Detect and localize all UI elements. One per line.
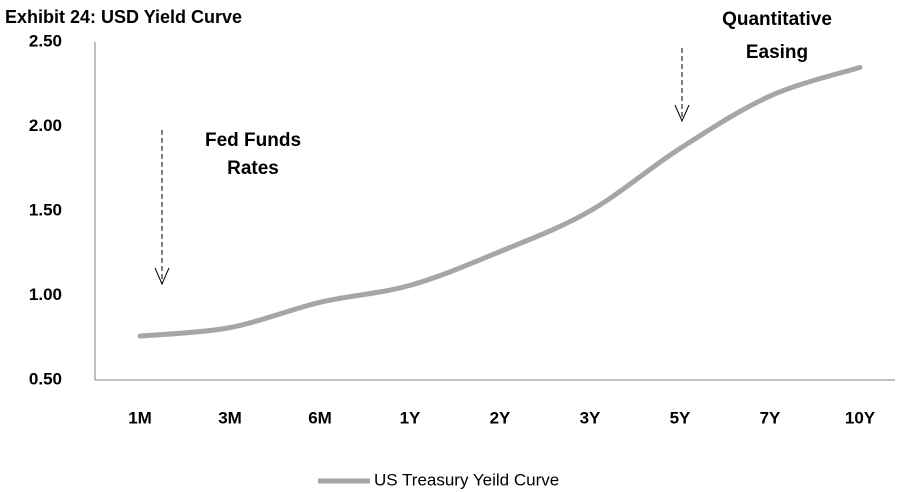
x-tick-label: 2Y <box>490 408 511 427</box>
x-tick-label: 5Y <box>670 408 691 427</box>
series-line <box>137 64 863 339</box>
y-tick-label: 0.50 <box>29 369 62 388</box>
legend-label: US Treasury Yeild Curve <box>374 470 559 489</box>
x-tick-label: 3Y <box>580 408 601 427</box>
x-tick-label: 6M <box>308 408 332 427</box>
y-tick-label: 1.00 <box>29 285 62 304</box>
chart-title: Exhibit 24: USD Yield Curve <box>5 7 242 27</box>
arrow-head <box>154 267 170 286</box>
x-tick-label: 3M <box>218 408 242 427</box>
x-tick-label: 1M <box>128 408 152 427</box>
annotation: Quantitative <box>722 9 832 30</box>
annotation: Easing <box>746 42 808 63</box>
annotation: Rates <box>227 158 279 179</box>
x-tick-label: 10Y <box>845 408 876 427</box>
y-tick-label: 2.00 <box>29 116 62 135</box>
y-tick-label: 2.50 <box>29 31 62 50</box>
annotation: Fed Funds <box>205 130 301 151</box>
x-tick-label: 1Y <box>400 408 421 427</box>
y-tick-label: 1.50 <box>29 200 62 219</box>
arrows <box>154 48 690 286</box>
arrow-head <box>674 104 690 123</box>
x-tick-label: 7Y <box>760 408 781 427</box>
